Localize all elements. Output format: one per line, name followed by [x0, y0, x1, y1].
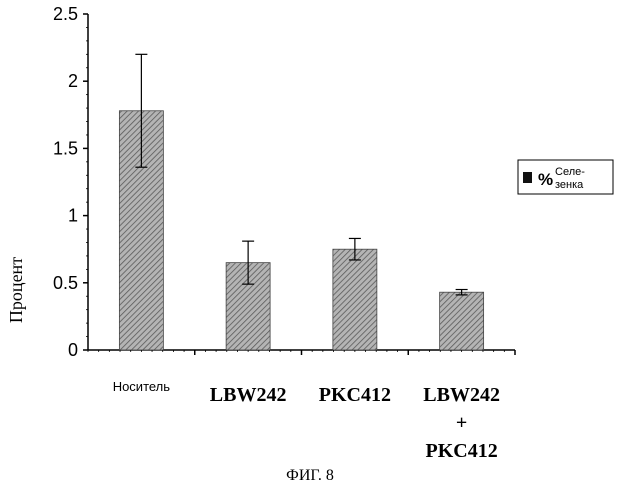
legend: % Селе- зенка — [518, 160, 613, 194]
y-tick-label: 2.5 — [53, 4, 78, 24]
y-tick-label: 0 — [68, 340, 78, 360]
legend-text-line2: зенка — [555, 179, 584, 191]
x-category-label: LBW242 — [423, 384, 500, 406]
legend-text-line1: Селе- — [555, 166, 585, 178]
x-category-label: Носитель — [113, 379, 171, 394]
y-tick-label: 1.5 — [53, 138, 78, 158]
y-tick-label: 0.5 — [53, 273, 78, 293]
x-category-label: PKC412 — [319, 384, 391, 406]
legend-symbol: % — [538, 170, 553, 189]
plot-area: 0 0.5 1 1.5 2 2.5 Носитель LBW242 PKC412 LBW242 + P… — [53, 4, 515, 462]
figure-caption: ФИГ. 8 — [286, 467, 334, 484]
bar — [440, 292, 484, 350]
x-category-label: PKC412 — [426, 440, 498, 462]
y-axis-label: Процент — [6, 257, 26, 323]
y-tick-label: 1 — [68, 206, 78, 226]
bar — [333, 249, 377, 350]
x-category-label: + — [456, 412, 467, 434]
x-category-label: LBW242 — [210, 384, 287, 406]
y-tick-label: 2 — [68, 71, 78, 91]
legend-swatch — [523, 172, 532, 183]
